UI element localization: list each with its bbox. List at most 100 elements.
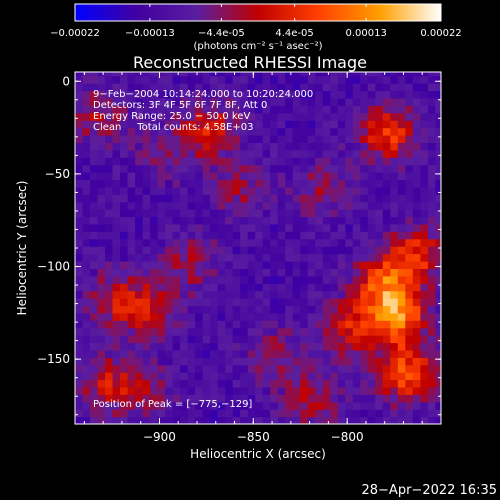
image-pixel <box>150 172 159 180</box>
image-pixel <box>195 105 204 114</box>
image-pixel <box>75 290 84 299</box>
image-pixel <box>277 327 286 336</box>
image-pixel <box>405 61 413 69</box>
image-pixel <box>390 305 399 314</box>
image-pixel <box>322 83 331 92</box>
image-pixel <box>360 261 369 269</box>
image-pixel <box>105 90 114 99</box>
image-pixel <box>195 201 204 210</box>
image-pixel <box>337 261 346 269</box>
image-pixel <box>360 349 369 358</box>
image-pixel <box>150 238 159 247</box>
image-pixel <box>142 261 151 269</box>
image-pixel <box>127 112 136 121</box>
image-pixel <box>277 409 286 418</box>
image-pixel <box>360 112 369 121</box>
image-pixel <box>127 97 136 106</box>
image-pixel <box>277 261 286 269</box>
image-pixel <box>187 327 196 336</box>
image-pixel <box>270 335 279 344</box>
image-pixel <box>435 327 441 336</box>
image-pixel <box>337 364 346 373</box>
image-pixel <box>382 386 391 395</box>
image-pixel <box>112 275 121 284</box>
image-pixel <box>180 268 189 277</box>
image-pixel <box>382 97 391 106</box>
image-pixel <box>352 349 361 358</box>
image-pixel <box>90 298 99 306</box>
image-pixel <box>322 97 331 106</box>
image-pixel <box>247 142 256 151</box>
image-pixel <box>443 76 451 84</box>
image-pixel <box>405 179 414 188</box>
image-pixel <box>337 305 346 314</box>
image-pixel <box>157 253 166 262</box>
image-pixel <box>225 172 234 180</box>
image-pixel <box>82 275 91 284</box>
image-pixel <box>360 386 369 395</box>
image-pixel <box>180 401 189 410</box>
image-pixel <box>142 75 151 84</box>
image-pixel <box>420 209 429 218</box>
image-pixel <box>435 231 441 240</box>
image-pixel <box>225 312 234 321</box>
image-pixel <box>112 194 121 203</box>
image-pixel <box>405 201 414 210</box>
x-tick-label: −900 <box>143 430 176 444</box>
image-pixel <box>97 261 106 269</box>
image-pixel <box>345 186 354 195</box>
image-pixel <box>202 112 211 121</box>
image-pixel <box>292 416 301 424</box>
image-pixel <box>97 186 106 195</box>
image-pixel <box>285 342 294 351</box>
image-pixel <box>397 357 406 366</box>
image-pixel <box>315 342 324 351</box>
image-pixel <box>120 416 129 424</box>
image-pixel <box>412 401 421 410</box>
image-pixel <box>150 275 159 284</box>
image-pixel <box>390 342 399 351</box>
image-pixel <box>405 209 414 218</box>
image-pixel <box>217 379 226 388</box>
image-pixel <box>277 223 286 232</box>
image-pixel <box>210 142 219 151</box>
image-pixel <box>315 164 324 173</box>
image-pixel <box>412 379 421 388</box>
image-pixel <box>75 335 84 344</box>
image-pixel <box>315 386 324 395</box>
image-pixel <box>202 283 211 292</box>
image-pixel <box>217 409 226 418</box>
image-pixel <box>337 179 346 188</box>
image-pixel <box>315 216 324 225</box>
image-pixel <box>90 320 99 329</box>
image-pixel <box>82 416 91 424</box>
image-pixel <box>120 312 129 321</box>
image-pixel <box>187 105 196 114</box>
image-pixel <box>397 157 406 166</box>
image-pixel <box>217 261 226 269</box>
image-pixel <box>322 386 331 395</box>
image-pixel <box>150 261 159 269</box>
image-pixel <box>225 253 234 262</box>
image-pixel <box>270 83 279 92</box>
image-pixel <box>397 372 406 381</box>
image-pixel <box>157 75 166 84</box>
image-pixel <box>285 261 294 269</box>
image-pixel <box>337 135 346 143</box>
image-pixel <box>172 372 181 381</box>
image-pixel <box>157 305 166 314</box>
image-pixel <box>285 349 294 358</box>
image-pixel <box>127 290 136 299</box>
image-pixel <box>97 172 106 180</box>
image-pixel <box>165 409 174 418</box>
image-pixel <box>427 172 436 180</box>
image-pixel <box>262 157 271 166</box>
image-pixel <box>142 246 151 255</box>
image-pixel <box>435 372 441 381</box>
image-pixel <box>105 275 114 284</box>
image-pixel <box>420 179 429 188</box>
image-pixel <box>270 364 279 373</box>
image-pixel <box>255 379 264 388</box>
image-pixel <box>90 209 99 218</box>
image-pixel <box>150 179 159 188</box>
